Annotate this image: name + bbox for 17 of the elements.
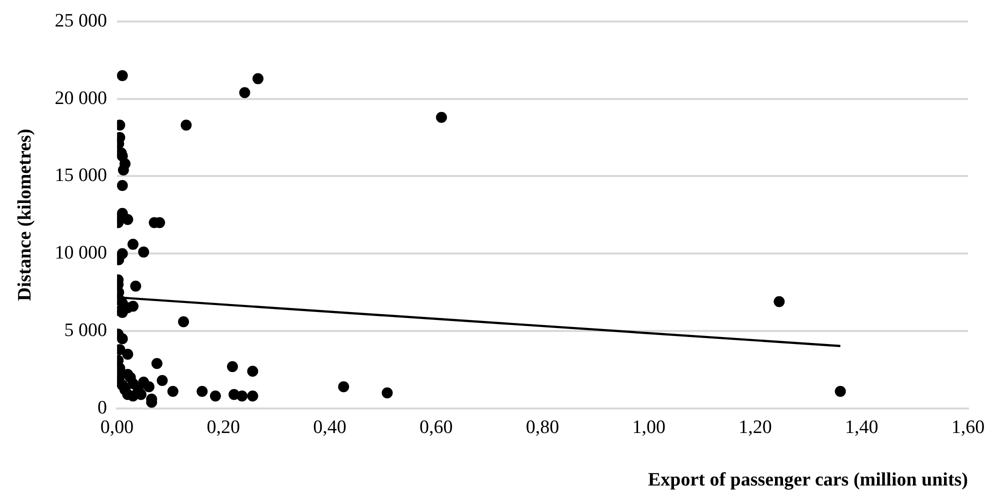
y-axis-title: Distance (kilometres) bbox=[14, 128, 36, 301]
x-tick-label: 1,20 bbox=[738, 416, 772, 438]
y-tick-label: 25 000 bbox=[54, 10, 108, 32]
y-tick-label: 10 000 bbox=[54, 242, 108, 264]
x-tick-label: 1,60 bbox=[951, 416, 985, 438]
y-tick-label: 15 000 bbox=[54, 165, 108, 186]
x-tick-label: 0,80 bbox=[526, 416, 560, 438]
x-tick-label: 1,00 bbox=[632, 416, 666, 438]
y-tick-label: 5 000 bbox=[64, 320, 108, 341]
y-tick-label: 20 000 bbox=[54, 88, 108, 109]
y-tick-label: 0 bbox=[98, 397, 108, 418]
x-tick-label: 0,60 bbox=[420, 416, 453, 438]
x-tick-label: 0,40 bbox=[313, 416, 346, 438]
x-tick-label: 1,40 bbox=[845, 416, 878, 438]
x-axis-title: Export of passenger cars (million units) bbox=[648, 470, 968, 491]
x-tick-label: 0,20 bbox=[206, 416, 240, 438]
x-tick-label: 0,00 bbox=[100, 416, 134, 438]
